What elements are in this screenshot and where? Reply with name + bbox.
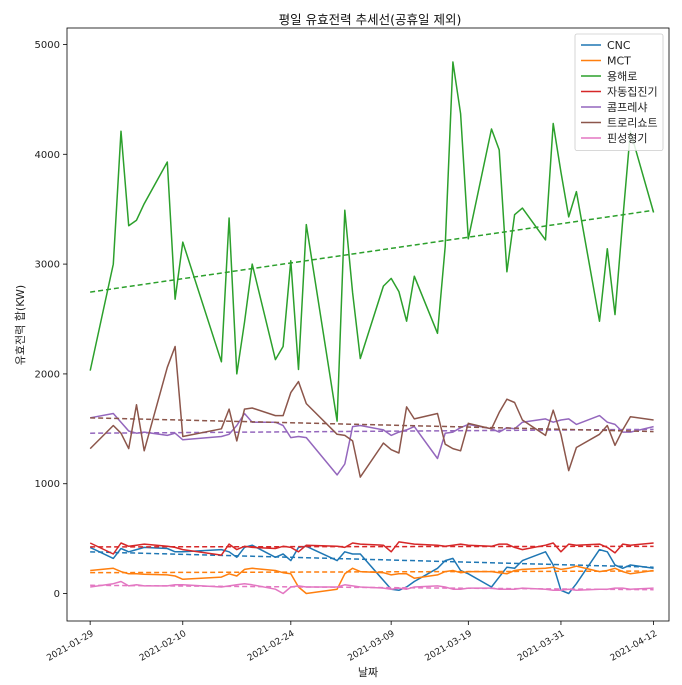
- trend-line-1f77b4: [90, 551, 654, 568]
- chart-title: 평일 유효전력 추세선(공휴일 제외): [279, 12, 462, 27]
- y-tick-label: 5000: [35, 40, 60, 51]
- plot-area: [66, 27, 670, 622]
- series-line-8c564b: [89, 345, 654, 478]
- y-tick-label: 2000: [35, 369, 60, 380]
- y-tick-label: 4000: [35, 150, 60, 161]
- trend-line-ff7f0e: [90, 570, 654, 574]
- x-tick-label: 2021-04-12: [609, 629, 659, 664]
- trend-line-d62728: [90, 545, 654, 548]
- y-tick-label: 0: [54, 589, 60, 600]
- legend-label: 용해로: [607, 69, 637, 83]
- trend-line-e377c2: [90, 584, 654, 591]
- trend-line-8c564b: [90, 417, 654, 433]
- series-line-9467bd: [90, 412, 654, 476]
- y-tick-label: 3000: [35, 260, 60, 271]
- trend-line-2ca02c: [90, 209, 654, 293]
- y-axis-title: 유효전력 합(KW): [14, 285, 27, 365]
- legend-label: 핀성형기: [607, 132, 647, 145]
- legend-label: 트로리쇼트: [607, 117, 658, 130]
- legend-label: 자동집진기: [607, 86, 658, 99]
- series-line-d62728: [89, 541, 654, 556]
- trend-line-9467bd: [90, 428, 654, 434]
- legend-label: 콤프레샤: [607, 101, 647, 114]
- x-tick-label: 2021-03-19: [424, 629, 475, 664]
- x-axis-title: 날짜: [358, 666, 378, 679]
- y-axis: 0 1000 2000 3000 4000 5000: [35, 40, 67, 600]
- x-tick-label: 2021-01-29: [45, 629, 96, 664]
- legend-label: MCT: [607, 55, 631, 68]
- x-tick-label: 2021-02-10: [138, 629, 189, 664]
- plot-lines: [89, 61, 655, 595]
- series-line-e377c2: [90, 580, 654, 595]
- x-tick-label: 2021-03-31: [516, 629, 566, 664]
- x-tick-label: 2021-03-09: [346, 629, 397, 664]
- legend-label: CNC: [607, 39, 631, 52]
- x-tick-label: 2021-02-24: [246, 629, 297, 664]
- legend-box: [574, 33, 664, 151]
- series-line-2ca02c: [89, 61, 655, 422]
- series-line-ff7f0e: [90, 565, 654, 595]
- y-tick-label: 1000: [35, 479, 60, 490]
- x-axis: 2021-01-29 2021-02-10 2021-02-24 2021-03-09…: [45, 621, 659, 664]
